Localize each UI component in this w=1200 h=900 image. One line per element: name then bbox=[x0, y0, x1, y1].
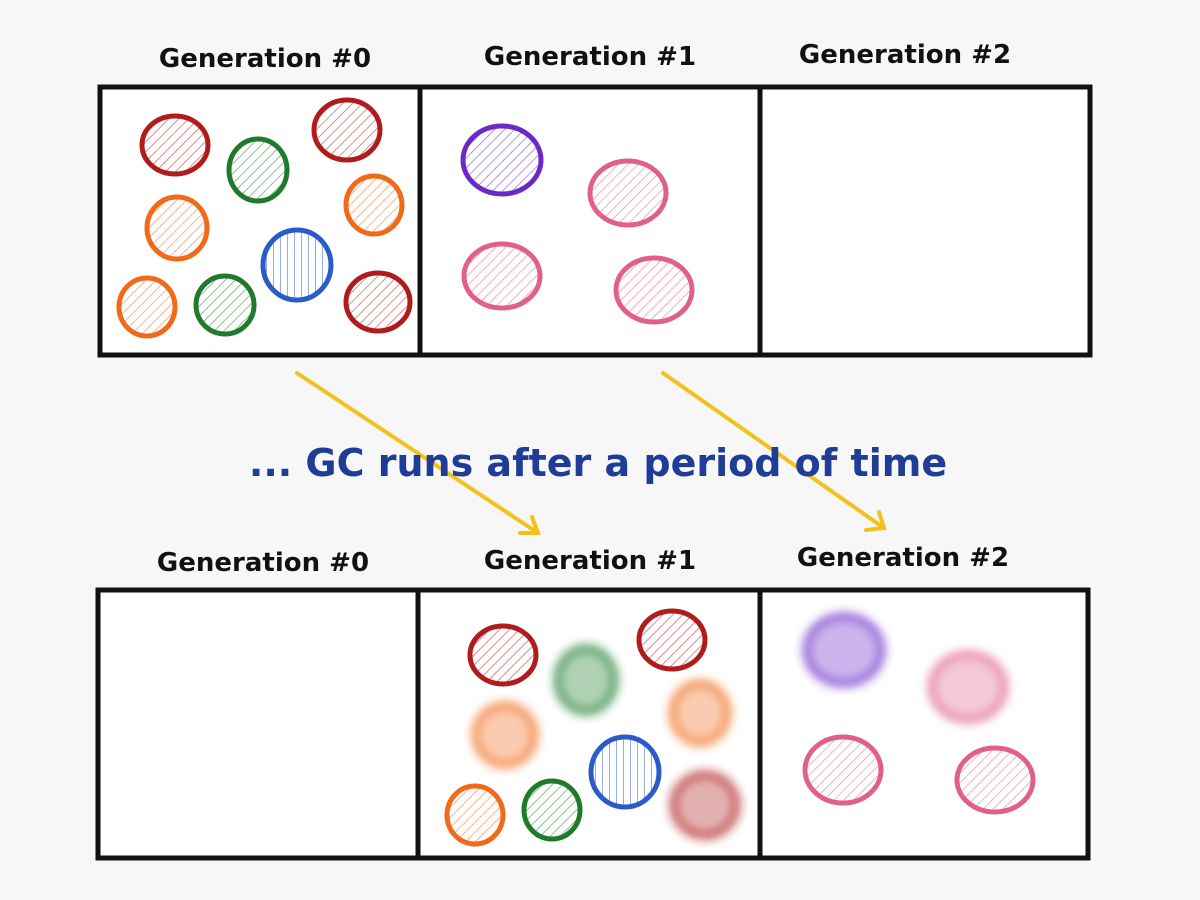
generation-label: Generation #0 bbox=[157, 548, 369, 578]
generation-frame bbox=[95, 587, 1091, 861]
generation-label: Generation #1 bbox=[484, 546, 696, 576]
object bbox=[116, 275, 178, 339]
object bbox=[521, 778, 583, 842]
generation-frame bbox=[97, 84, 1093, 358]
generation-label: Generation #0 bbox=[159, 44, 371, 74]
object bbox=[144, 194, 210, 262]
object bbox=[139, 113, 211, 177]
object bbox=[193, 273, 257, 337]
object bbox=[460, 123, 544, 197]
object bbox=[803, 613, 885, 687]
arrows bbox=[295, 371, 887, 535]
object bbox=[226, 136, 290, 204]
object bbox=[472, 702, 538, 768]
bottom-row: Generation #0 Generation #1 Generation #… bbox=[95, 543, 1091, 861]
object bbox=[260, 227, 334, 303]
generation-label: Generation #2 bbox=[799, 40, 1011, 70]
object bbox=[461, 241, 543, 311]
object bbox=[444, 783, 506, 847]
object bbox=[343, 173, 405, 237]
object bbox=[636, 608, 708, 672]
object bbox=[669, 680, 731, 746]
object bbox=[343, 270, 413, 334]
caption: ... GC runs after a period of time bbox=[249, 441, 947, 485]
object bbox=[670, 771, 740, 839]
object bbox=[587, 158, 669, 228]
arrow bbox=[661, 371, 887, 532]
object bbox=[311, 97, 383, 163]
objects bbox=[116, 97, 1036, 847]
object bbox=[802, 734, 884, 806]
generation-label: Generation #2 bbox=[797, 543, 1009, 573]
generation-label: Generation #1 bbox=[484, 42, 696, 72]
object bbox=[588, 734, 662, 810]
object bbox=[954, 745, 1036, 815]
object bbox=[554, 645, 618, 715]
object bbox=[467, 623, 539, 687]
top-row: Generation #0 Generation #1 Generation #… bbox=[97, 40, 1093, 358]
object bbox=[928, 651, 1008, 723]
arrow bbox=[295, 371, 541, 535]
object bbox=[613, 255, 695, 325]
